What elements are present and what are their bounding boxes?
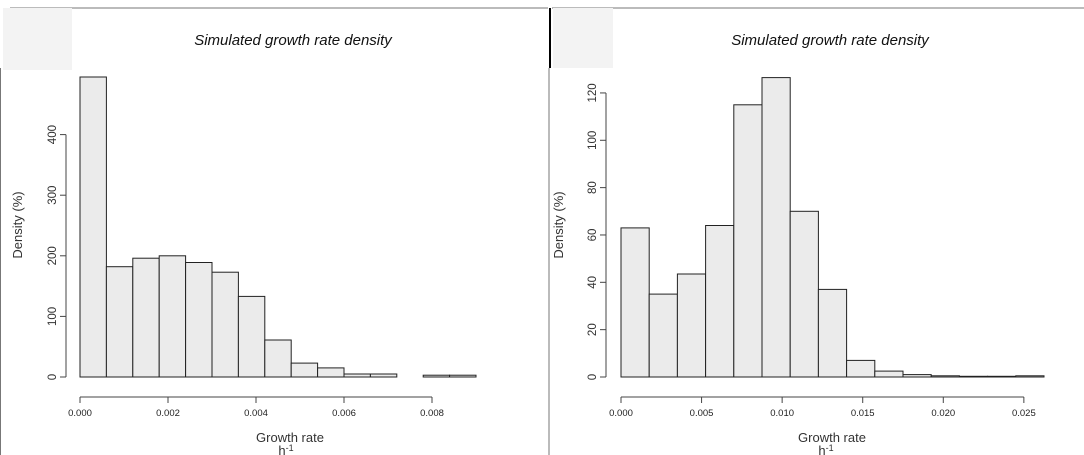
- right-x-axis-unit: h-1: [818, 443, 833, 455]
- right-histogram-bar: [705, 225, 735, 378]
- right-y-tick-label: 0: [587, 374, 599, 380]
- right-histogram-bar: [620, 227, 650, 378]
- right-x-tick-label: 0.025: [1012, 408, 1036, 419]
- right-panel-corner-patch: [553, 8, 613, 68]
- right-y-axis-label: Density (%): [551, 191, 566, 258]
- right-histogram-bar: [1015, 375, 1045, 378]
- right-y-tick-label: 20: [587, 323, 599, 336]
- right-y-tick-label: 80: [587, 181, 599, 194]
- left-y-tick-label: 400: [47, 125, 59, 144]
- left-x-tick-label: 0.004: [244, 408, 268, 419]
- left-histogram-bar: [422, 374, 451, 378]
- right-y-tick-label: 40: [587, 276, 599, 289]
- left-y-axis-label: Density (%): [10, 191, 25, 258]
- left-histogram-bar: [317, 367, 345, 378]
- left-histogram-bar: [79, 76, 107, 378]
- right-histogram-bar: [987, 375, 1017, 378]
- left-x-axis-unit: h-1: [278, 443, 293, 455]
- left-x-axis-unit-exp: -1: [286, 443, 294, 453]
- left-histogram-bar: [237, 295, 266, 378]
- right-y-tick-label: 100: [587, 131, 599, 150]
- left-y-tick-label: 100: [47, 307, 59, 326]
- right-histogram-bar: [958, 375, 989, 378]
- left-histogram-bar: [105, 266, 134, 378]
- right-histogram-bar: [733, 104, 763, 378]
- left-histogram-bar: [185, 262, 213, 378]
- left-histogram-bar: [158, 255, 187, 378]
- left-histogram-bar: [290, 362, 319, 378]
- left-chart-title: Simulated growth rate density: [194, 32, 393, 49]
- left-histogram-bar: [343, 373, 371, 378]
- right-histogram-bar: [874, 370, 904, 378]
- right-x-axis-unit-exp: -1: [826, 443, 834, 453]
- left-x-tick-label: 0.006: [332, 408, 356, 419]
- right-chart-title: Simulated growth rate density: [731, 32, 930, 49]
- left-y-tick-label: 200: [47, 246, 59, 265]
- left-y-tick-label: 0: [47, 374, 59, 380]
- right-histogram-bar: [789, 210, 819, 378]
- right-y-tick-label: 60: [587, 229, 599, 242]
- right-histogram-bar: [930, 375, 960, 378]
- right-histogram-bar: [902, 374, 932, 378]
- left-histogram-bar: [449, 374, 477, 378]
- right-histogram-bar: [676, 273, 707, 378]
- right-histogram-panel: 0.000 0.005 0.010 0.015 0.020 0.025 0 20 40 60 80 1…: [587, 77, 1045, 419]
- left-x-tick-label: 0.008: [420, 408, 444, 419]
- right-x-axis-label: Growth rate: [798, 430, 866, 445]
- left-panel-corner-patch: [3, 8, 72, 70]
- left-histogram-bar: [369, 373, 398, 378]
- left-x-axis-label: Growth rate: [256, 430, 324, 445]
- right-y-tick-label: 120: [587, 83, 599, 102]
- left-histogram-bar: [132, 257, 160, 378]
- left-x-tick-label: 0.000: [68, 408, 92, 419]
- left-histogram-bar: [211, 271, 239, 378]
- right-x-tick-label: 0.005: [690, 408, 714, 419]
- right-x-tick-label: 0.000: [609, 408, 633, 419]
- left-y-tick-label: 300: [47, 186, 59, 205]
- right-histogram-bar: [761, 77, 791, 378]
- right-histogram-bar: [648, 293, 678, 378]
- right-x-tick-label: 0.015: [851, 408, 875, 419]
- left-x-tick-label: 0.002: [156, 408, 180, 419]
- left-histogram-bar: [264, 339, 292, 378]
- right-histogram-bar: [846, 359, 876, 378]
- right-x-tick-label: 0.020: [931, 408, 955, 419]
- left-histogram-panel: 0.000 0.002 0.004 0.006 0.008 0 100 200 300 400: [47, 76, 477, 419]
- right-x-tick-label: 0.010: [770, 408, 794, 419]
- right-histogram-bar: [817, 288, 848, 378]
